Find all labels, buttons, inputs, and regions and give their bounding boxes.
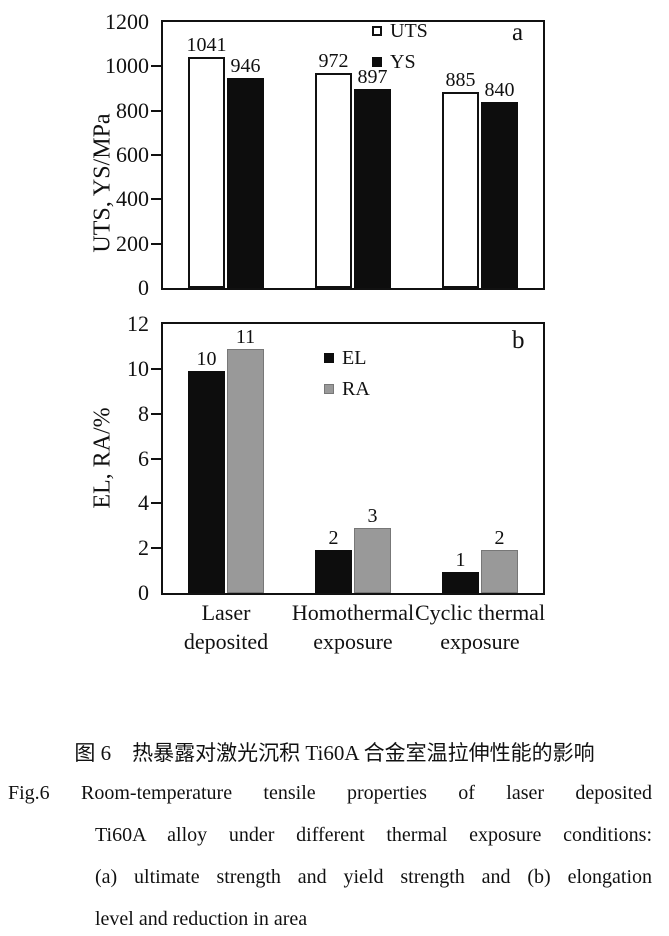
caption-english-line-3: (a) ultimate strength and yield strength… <box>95 866 652 888</box>
chart-b-plot: 10 2 1 11 3 2 <box>151 322 545 595</box>
bar-value-label: 10 <box>196 348 217 371</box>
bar-value-label: 2 <box>328 527 339 550</box>
bar-el-2 <box>315 550 352 593</box>
legend-ra: RA <box>324 379 370 399</box>
legend-swatch-ys-icon <box>372 57 382 67</box>
y-tick-label: 1000 <box>105 53 149 79</box>
category-label-line: exposure <box>313 629 393 654</box>
y-tick <box>151 109 161 112</box>
legend-el: EL <box>324 348 366 368</box>
caption-english-line-2: Ti60A alloy under different thermal expo… <box>95 824 652 846</box>
y-tick-label: 2 <box>138 535 149 561</box>
y-tick-label: 400 <box>116 186 149 212</box>
bar-value-label: 2 <box>494 527 505 550</box>
caption-english-line-4: level and reduction in area <box>95 908 308 930</box>
panel-letter-b: b <box>512 327 525 354</box>
y-tick <box>151 412 161 415</box>
caption-english-line-1: Fig.6 Room-temperature tensile propertie… <box>8 781 652 805</box>
category-label-line: exposure <box>440 629 520 654</box>
y-tick-label: 4 <box>138 490 149 516</box>
y-tick-label: 8 <box>138 400 149 426</box>
y-tick-label: 600 <box>116 142 149 167</box>
bar-value-label: 11 <box>235 325 256 348</box>
bar-value-label: 1041 <box>186 34 227 57</box>
caption-english-text-1: Room-temperature tensile properties of l… <box>81 782 653 804</box>
bar-ys-3 <box>481 101 518 288</box>
chart-a-plot: 1041 972 885 946 897 840 <box>151 20 545 290</box>
y-tick-label: 6 <box>138 445 149 471</box>
y-tick-label: 10 <box>127 355 149 381</box>
bar-uts-1 <box>188 57 225 288</box>
caption-chinese: 图 6 热暴露对激光沉积 Ti60A 合金室温拉伸性能的影响 <box>74 741 595 765</box>
y-axis-title-b: EL, RA/% <box>89 407 116 509</box>
y-tick <box>151 547 161 550</box>
panel-letter-a: a <box>512 19 524 46</box>
y-tick-label: 0 <box>138 275 149 300</box>
category-label-line: Homothermal <box>291 600 415 625</box>
figure-number: Fig.6 <box>8 782 50 804</box>
bar-ra-3 <box>481 550 518 593</box>
bar-uts-3 <box>442 91 479 288</box>
legend-swatch-ra-icon <box>324 384 334 394</box>
y-tick <box>151 65 161 68</box>
y-tick <box>151 154 161 156</box>
y-tick-label: 200 <box>116 230 149 256</box>
category-label-1: Laser deposited <box>136 598 316 656</box>
bar-value-label: 972 <box>318 49 349 72</box>
legend-ys: YS <box>372 52 416 72</box>
category-label-line: Laser <box>201 600 251 625</box>
category-label-line: Cyclic thermal <box>414 600 546 625</box>
bar-value-label: 1 <box>455 548 466 571</box>
bar-value-label: 897 <box>357 66 388 89</box>
y-tick <box>151 367 161 370</box>
bar-uts-2 <box>315 72 352 288</box>
bar-ra-2 <box>354 528 391 593</box>
bar-ys-1 <box>227 78 264 288</box>
y-tick-label: 0 <box>138 580 149 605</box>
category-label-3: Cyclic thermal exposure <box>390 598 570 656</box>
y-tick-label: 1200 <box>105 9 149 34</box>
legend-label-ra: RA <box>342 378 370 400</box>
legend-uts: UTS <box>372 21 428 41</box>
bar-ra-1 <box>227 348 264 593</box>
y-tick-label: 12 <box>127 311 149 336</box>
bar-value-label: 840 <box>484 78 515 101</box>
bar-value-label: 946 <box>230 55 261 78</box>
y-axis-title-a: UTS, YS/MPa <box>89 113 116 253</box>
y-tick-label: 800 <box>116 97 149 123</box>
y-tick <box>151 457 161 460</box>
bar-ys-2 <box>354 89 391 288</box>
bar-el-3 <box>442 571 479 593</box>
y-tick <box>151 198 161 201</box>
category-label-line: deposited <box>183 629 269 654</box>
legend-label-uts: UTS <box>390 20 428 42</box>
y-tick <box>151 242 161 245</box>
y-tick <box>151 502 161 505</box>
category-label-2: Homothermal exposure <box>263 598 443 656</box>
legend-swatch-uts-icon <box>372 26 382 36</box>
legend-swatch-el-icon <box>324 353 334 363</box>
legend-label-ys: YS <box>390 51 416 73</box>
legend-label-el: EL <box>342 347 367 369</box>
bar-value-label: 885 <box>445 68 476 91</box>
bar-value-label: 3 <box>367 505 378 527</box>
bar-el-1 <box>188 371 225 593</box>
